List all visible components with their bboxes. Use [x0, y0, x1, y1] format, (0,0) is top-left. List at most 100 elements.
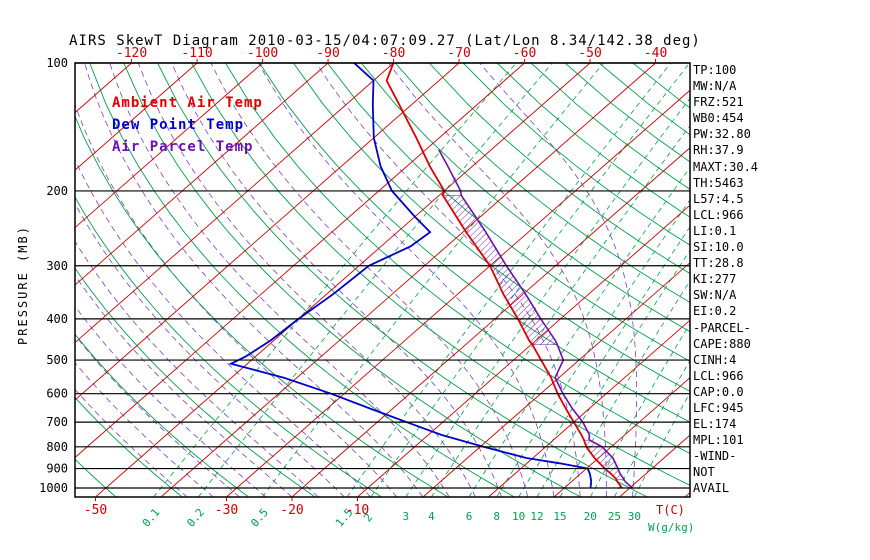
isotherm-line	[75, 63, 394, 344]
dry-adiabat-line	[327, 63, 690, 362]
mixing-ratio-line	[559, 280, 690, 497]
index-line: TT:28.8	[693, 256, 744, 271]
moist-adiabat-line	[75, 305, 267, 497]
pressure-tick-label: 500	[46, 353, 68, 367]
dry-adiabat-line	[191, 63, 690, 486]
dry-adiabat-line	[75, 333, 250, 497]
bottom-temp-label: -20	[280, 503, 303, 518]
index-line: -WIND-	[693, 449, 737, 464]
mixing-ratio-label: 12	[530, 510, 543, 523]
index-line: MAXT:30.4	[693, 159, 759, 174]
mixing-ratio-line	[589, 323, 690, 497]
moist-adiabat-line	[258, 63, 555, 497]
dry-adiabat-line	[75, 267, 316, 497]
pressure-tick-label: 100	[46, 56, 68, 70]
pressure-tick-label: 800	[46, 440, 68, 454]
legend-item-dew: Dew Point Temp	[112, 117, 244, 133]
mixing-ratio-label: 6	[466, 510, 473, 523]
top-temp-label: -80	[382, 46, 405, 61]
mixing-ratio-line	[261, 63, 604, 497]
index-line: TP:100	[693, 63, 737, 77]
plot-area	[75, 63, 690, 497]
isotherm-line	[553, 377, 690, 497]
index-line: CAPE:880	[693, 336, 751, 351]
mixing-ratio-label: 4	[428, 510, 435, 523]
mixing-ratio-line	[198, 63, 553, 497]
top-temp-label: -100	[247, 46, 278, 61]
moist-adiabat-line	[75, 158, 371, 497]
pressure-grid-group	[75, 62, 690, 489]
temp-axis-label: T(C)	[656, 503, 685, 517]
isotherm-line	[75, 63, 460, 401]
labels-group: -120 -110 -100 -90 -80 -70 -60 -50 -40 -50 -30 -20 -…	[16, 46, 694, 534]
index-line: FRZ:521	[693, 95, 744, 110]
moist-adiabat-line	[75, 362, 214, 497]
mixing-ratio-label: 0.5	[248, 506, 271, 530]
dry-adiabat-line	[462, 63, 690, 246]
moist-adiabat-line	[75, 103, 398, 497]
dry-adiabat-line	[75, 115, 449, 497]
isotherm-line	[160, 63, 656, 497]
mixing-axis-label: W(g/kg)	[648, 521, 694, 534]
index-line: L57:4.5	[693, 191, 744, 206]
pressure-tick-label: 600	[46, 387, 68, 401]
moist-adiabat-line	[137, 63, 476, 497]
isotherm-line	[357, 204, 690, 497]
mixing-ratio-line	[405, 97, 690, 497]
dry-adiabat-line	[75, 196, 382, 497]
top-temp-label: -40	[644, 46, 667, 61]
isotherm-line	[75, 63, 198, 171]
index-line: LI:0.1	[693, 223, 737, 238]
top-temp-label: -110	[181, 46, 212, 61]
dry-adiabat-line	[75, 396, 183, 497]
index-line: -PARCEL-	[693, 320, 751, 335]
mixing-ratio-label: 0.2	[184, 506, 207, 530]
mixing-ratio-line	[518, 226, 690, 497]
index-line: NOT	[693, 465, 715, 480]
isotherm-line	[95, 63, 591, 497]
mixing-ratio-line	[613, 359, 690, 497]
pressure-tick-label: 700	[46, 415, 68, 429]
mixing-ratio-label: 25	[608, 510, 621, 523]
top-temp-label: -120	[116, 46, 147, 61]
mixing-ratio-line	[431, 124, 690, 497]
bottom-temp-label: -30	[215, 503, 238, 518]
index-line: CAP:0.0	[693, 384, 744, 399]
pressure-tick-label: 1000	[39, 481, 68, 495]
pressure-tick-label: 300	[46, 259, 68, 273]
index-line: SI:10.0	[693, 240, 744, 255]
dry-adiabat-line	[394, 63, 690, 303]
mixing-ratio-line	[536, 249, 690, 497]
isotherm-line	[75, 63, 525, 459]
mixing-ratio-label: 8	[493, 510, 500, 523]
moist-adiabat-line	[109, 63, 450, 497]
indices-panel: TP:100 MW:N/A FRZ:521 WB0:454 PW:32.80 RH:37.…	[693, 62, 868, 497]
mixing-ratio-label: 20	[584, 510, 597, 523]
mixing-ratio-label: 3	[402, 510, 409, 523]
plot-frame	[74, 62, 691, 498]
index-line: MPL:101	[693, 433, 744, 448]
isotherms-group	[75, 63, 690, 497]
top-temp-label: -90	[316, 46, 339, 61]
mixing-ratio-line	[496, 199, 690, 497]
isotherm-line	[75, 63, 329, 286]
moist-adiabats-group	[75, 63, 637, 497]
parcel-curve	[438, 149, 633, 489]
dry-adiabat-line	[225, 63, 690, 454]
mixing-ratio-line	[468, 166, 690, 497]
mixing-ratio-label: 30	[628, 510, 641, 523]
index-line: SW:N/A	[693, 288, 737, 303]
moist-adiabat-line	[75, 388, 188, 497]
index-line: WB0:454	[693, 111, 744, 126]
moist-adiabat-line	[171, 63, 502, 497]
cape-hatch-region	[442, 195, 558, 345]
index-line: LFC:945	[693, 400, 744, 415]
moist-adiabat-line	[84, 63, 424, 497]
isotherm-line	[422, 262, 690, 497]
pressure-tick-label: 200	[46, 184, 68, 198]
index-line: CINH:4	[693, 352, 737, 367]
isotherm-line	[291, 147, 690, 497]
index-line: EL:174	[693, 417, 737, 432]
index-line: LCL:966	[693, 368, 744, 383]
